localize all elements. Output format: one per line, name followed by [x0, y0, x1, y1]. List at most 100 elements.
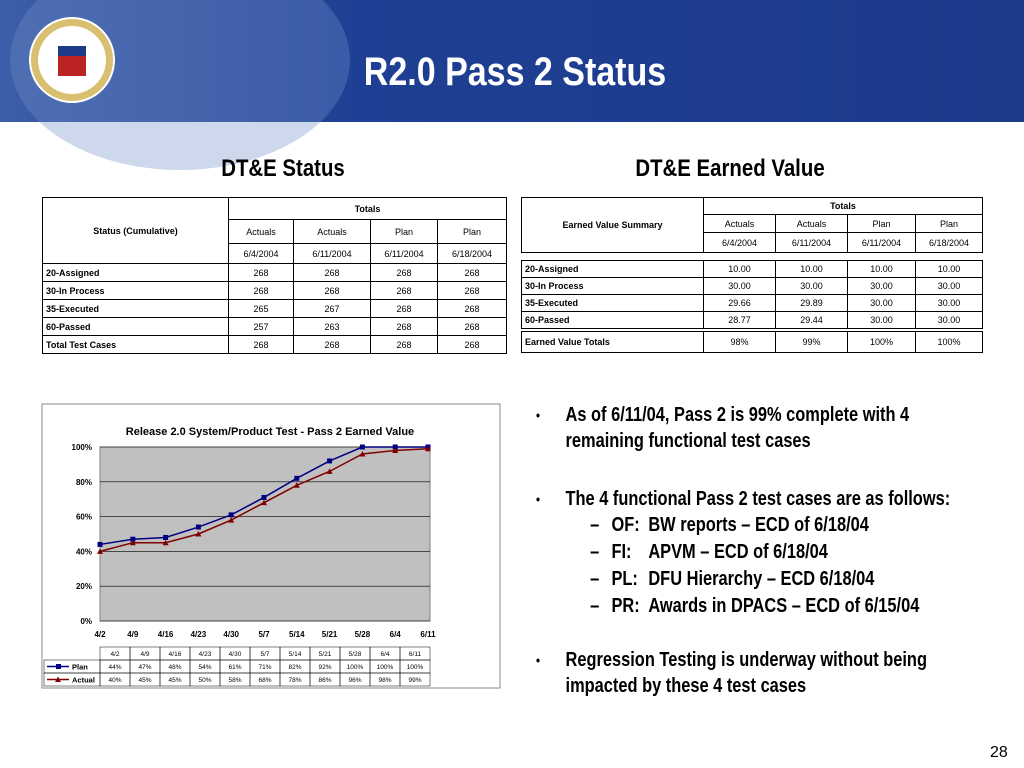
table-title: DT&E Status: [221, 155, 345, 182]
sub-dash: –: [590, 595, 600, 617]
data-table-header: 4/30: [229, 651, 242, 658]
table-cell: 268: [228, 281, 294, 300]
x-tick-label: 5/7: [258, 630, 270, 639]
logo-shield-top: [58, 46, 86, 56]
table-cell: 263: [293, 317, 371, 336]
marker: [359, 450, 366, 457]
marker: [162, 539, 169, 546]
data-table-header: 6/4: [380, 651, 389, 658]
table-cell: 98%: [703, 331, 776, 353]
data-table-value: 96%: [348, 677, 361, 684]
marker: [130, 536, 136, 542]
sub-text: DFU Hierarchy – ECD 6/18/04: [648, 568, 875, 590]
sub-text: Awards in DPACS – ECD of 6/15/04: [648, 595, 920, 617]
data-table-value: 47%: [138, 664, 151, 671]
table-cell: 6/11/2004: [847, 232, 916, 253]
sub-dash: –: [590, 514, 600, 536]
table-cell: 10.00: [775, 260, 848, 278]
legend-label: Plan: [72, 663, 88, 672]
table-cell: 30-In Process: [42, 281, 229, 300]
data-table-header: 5/7: [260, 651, 269, 658]
header-band: [0, 0, 1024, 122]
bullet-dot: •: [536, 491, 541, 507]
bullet-text: The 4 functional Pass 2 test cases are a…: [565, 488, 951, 510]
data-table-value: 48%: [168, 664, 181, 671]
marker: [97, 548, 103, 554]
marker: [294, 475, 300, 481]
sub-dash: –: [590, 568, 600, 590]
table-cell: 20-Assigned: [521, 260, 704, 278]
table-cell: 35-Executed: [521, 294, 704, 312]
data-table-value: 82%: [288, 664, 301, 671]
y-tick-label: 100%: [72, 443, 92, 452]
y-tick-label: 0%: [80, 617, 92, 626]
table-cell: 267: [293, 299, 371, 318]
table-cell: 268: [370, 263, 438, 282]
sub-item: – PR: Awards in DPACS – ECD of 6/15/04: [590, 593, 979, 620]
table-cell: Plan: [915, 214, 983, 233]
data-table-value: 58%: [228, 677, 241, 684]
table-cell: Actuals: [703, 214, 776, 233]
table-cell: Earned Value Summary: [521, 197, 704, 253]
x-tick-label: 5/21: [322, 630, 338, 639]
data-table-value: 45%: [138, 677, 151, 684]
y-tick-label: 40%: [76, 547, 92, 556]
table-cell: 30.00: [847, 277, 916, 295]
table-cell: 6/18/2004: [437, 243, 507, 264]
y-tick-label: 20%: [76, 582, 92, 591]
table-cell: 100%: [847, 331, 916, 353]
data-table-value: 98%: [378, 677, 391, 684]
table-cell: 29.66: [703, 294, 776, 312]
data-table-header: 5/28: [349, 651, 362, 658]
marker: [195, 531, 202, 537]
table-cell: 268: [437, 317, 507, 336]
table-cell: Actuals: [228, 219, 294, 244]
x-tick-label: 4/2: [94, 630, 106, 639]
table-cell: 6/18/2004: [915, 232, 983, 253]
table-cell: 265: [228, 299, 294, 318]
table-cell: 268: [228, 335, 294, 354]
table-cell: 99%: [775, 331, 848, 353]
sub-code: PL:: [611, 568, 638, 590]
bullet: • Regression Testing is underway without …: [536, 647, 979, 699]
bullet: • The 4 functional Pass 2 test cases are …: [536, 486, 979, 620]
sub-item: – OF: BW reports – ECD of 6/18/04: [590, 512, 979, 539]
data-table-value: 61%: [228, 664, 241, 671]
table-cell: 28.77: [703, 311, 776, 329]
table-cell: Earned Value Totals: [521, 331, 704, 353]
data-table-value: 78%: [288, 677, 301, 684]
chart-title: Release 2.0 System/Product Test - Pass 2…: [126, 426, 414, 438]
sub-text: BW reports – ECD of 6/18/04: [648, 514, 869, 536]
table-cell: 268: [293, 335, 371, 354]
x-tick-label: 4/23: [191, 630, 207, 639]
data-table-value: 40%: [108, 677, 121, 684]
x-tick-label: 4/30: [223, 630, 239, 639]
data-table-header: 4/16: [169, 651, 182, 658]
table-cell: 30-In Process: [521, 277, 704, 295]
table-cell: Plan: [437, 219, 507, 244]
table-cell: 30.00: [847, 294, 916, 312]
table-cell: 35-Executed: [42, 299, 229, 318]
y-tick-label: 60%: [76, 513, 92, 522]
table-cell: Plan: [847, 214, 916, 233]
marker: [228, 512, 234, 518]
sub-dash: –: [590, 541, 600, 563]
bullet-dot: •: [536, 407, 541, 423]
table-cell: Actuals: [775, 214, 848, 233]
plot-area: [99, 446, 431, 622]
table-cell: 6/4/2004: [703, 232, 776, 253]
table-cell: Status (Cumulative): [42, 197, 229, 264]
data-table-value: 99%: [408, 677, 421, 684]
bullet-dot: •: [536, 652, 541, 668]
table-cell: 268: [437, 299, 507, 318]
table-cell: 30.00: [915, 311, 983, 329]
table-cell: 268: [370, 335, 438, 354]
table-cell: 20-Assigned: [42, 263, 229, 282]
marker: [425, 445, 431, 452]
data-table-header: 5/21: [319, 651, 332, 658]
marker: [392, 444, 398, 450]
x-tick-label: 5/14: [289, 630, 305, 639]
table-cell: 257: [228, 317, 294, 336]
